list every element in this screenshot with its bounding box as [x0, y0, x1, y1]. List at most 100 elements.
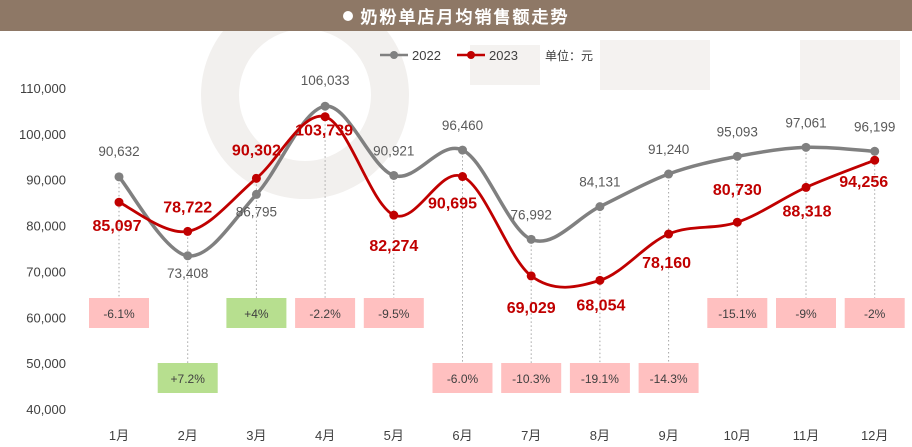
data-label-2022: 90,632 — [98, 144, 139, 159]
legend-label-2023: 2023 — [489, 48, 518, 63]
point-2022 — [664, 169, 674, 179]
data-label-2022: 106,033 — [301, 73, 350, 88]
y-tick-label: 60,000 — [26, 310, 66, 325]
data-label-2022: 76,992 — [511, 207, 552, 222]
data-label-2023: 82,274 — [369, 238, 418, 255]
yoy-badge-label: -9% — [795, 307, 817, 321]
x-tick-label: 3月 — [246, 428, 266, 443]
yoy-badge — [569, 363, 630, 393]
chart-title: 奶粉单店月均销售额走势 — [360, 8, 570, 27]
data-label-2023: 90,695 — [428, 196, 477, 213]
watermark-text: 大数跨境 — [42, 422, 106, 441]
y-axis: 40,000 50,000 60,000 70,000 80,000 90,000 100,… — [19, 81, 66, 417]
data-labels: 90,632 73,408 86,795 106,033 90,921 96,460 76,… — [93, 73, 896, 317]
yoy-badge — [844, 298, 905, 328]
point-2023 — [320, 112, 330, 122]
data-label-2022: 97,061 — [785, 115, 826, 130]
point-2022 — [114, 172, 124, 182]
point-2023 — [458, 172, 467, 182]
point-2023 — [114, 197, 124, 207]
data-label-2023: 90,302 — [232, 142, 281, 159]
title-dot-icon — [342, 10, 353, 21]
y-tick-label: 100,000 — [19, 127, 66, 142]
data-label-2023: 80,730 — [713, 182, 762, 199]
yoy-badge — [707, 298, 768, 328]
point-2023 — [526, 271, 536, 281]
data-label-2022: 84,131 — [579, 175, 620, 190]
yoy-badge-label: -19.1% — [581, 372, 619, 386]
watermark-logo — [201, 0, 900, 199]
data-label-2022: 96,460 — [442, 118, 483, 133]
point-2022 — [458, 145, 467, 155]
y-tick-label: 80,000 — [26, 219, 66, 234]
data-label-2022: 91,240 — [648, 142, 689, 157]
y-tick-label: 50,000 — [26, 356, 66, 371]
x-tick-label: 7月 — [521, 428, 541, 443]
data-label-2023: 78,722 — [163, 199, 212, 216]
y-tick-label: 70,000 — [26, 264, 66, 279]
x-tick-label: 9月 — [658, 428, 678, 443]
yoy-badge-label: -10.3% — [512, 372, 550, 386]
data-label-2023: 85,097 — [93, 218, 142, 235]
data-label-2023: 103,739 — [295, 123, 353, 140]
unit-label: 单位：元 — [545, 48, 593, 63]
data-label-2023: 78,160 — [642, 255, 691, 272]
y-tick-label: 110,000 — [20, 81, 66, 96]
point-2023 — [389, 210, 399, 220]
data-label-2022: 73,408 — [167, 266, 208, 281]
x-tick-label: 2月 — [178, 428, 198, 443]
data-label-2023: 94,256 — [839, 174, 888, 191]
data-label-2023: 68,054 — [576, 297, 625, 314]
point-2022 — [801, 142, 811, 152]
legend-label-2022: 2022 — [412, 48, 441, 63]
point-2023 — [595, 275, 605, 285]
x-tick-label: 10月 — [724, 428, 751, 443]
point-2022 — [595, 202, 605, 212]
data-label-2023: 69,029 — [507, 300, 556, 317]
yoy-badge-label: -2.2% — [309, 307, 341, 321]
point-2022 — [320, 101, 330, 111]
yoy-badge — [89, 298, 149, 328]
yoy-badge — [638, 363, 699, 393]
data-label-2023: 88,318 — [783, 203, 832, 220]
yoy-badge — [295, 298, 356, 328]
data-label-2022: 90,921 — [373, 143, 414, 158]
series-points — [114, 101, 880, 285]
x-tick-label: 12月 — [861, 428, 888, 443]
point-2023 — [732, 217, 742, 227]
point-2022 — [251, 189, 261, 199]
yoy-badge — [432, 363, 493, 393]
yoy-badge-label: -9.5% — [378, 307, 410, 321]
x-tick-label: 11月 — [793, 428, 820, 443]
data-label-2022: 96,199 — [854, 119, 895, 134]
data-label-2022: 95,093 — [717, 124, 758, 139]
x-axis: 1月 2月 3月 4月 5月 6月 7月 8月 9月 10月 11月 12月 — [109, 428, 889, 443]
yoy-badge — [157, 363, 218, 393]
legend: 2022 2023 单位：元 — [380, 48, 593, 63]
point-2023 — [801, 182, 811, 192]
point-2023 — [183, 226, 193, 236]
yoy-badge — [776, 298, 836, 328]
point-2022 — [732, 151, 742, 161]
y-tick-label: 90,000 — [26, 173, 66, 188]
yoy-badge-label: -15.1% — [718, 307, 756, 321]
point-2022 — [526, 234, 536, 244]
yoy-badge-label: -2% — [864, 307, 886, 321]
point-2022 — [870, 146, 880, 156]
x-tick-label: 6月 — [452, 428, 472, 443]
point-2023 — [251, 173, 261, 183]
yoy-badges: -6.1% +7.2% +4% -2.2% -9.5% -6.0% -10.3% -19.1%… — [89, 298, 905, 393]
yoy-badge — [501, 363, 562, 393]
x-tick-label: 5月 — [384, 428, 404, 443]
data-label-2022: 86,795 — [236, 204, 277, 219]
yoy-badge-label: -14.3% — [650, 372, 688, 386]
point-2023 — [870, 155, 880, 165]
yoy-badge — [363, 298, 424, 328]
yoy-badge-label: +7.2% — [171, 372, 206, 386]
yoy-badge-label: -6.0% — [447, 372, 479, 386]
x-tick-label: 8月 — [590, 428, 610, 443]
yoy-badge-label: +4% — [244, 307, 269, 321]
x-tick-label: 4月 — [315, 428, 335, 443]
